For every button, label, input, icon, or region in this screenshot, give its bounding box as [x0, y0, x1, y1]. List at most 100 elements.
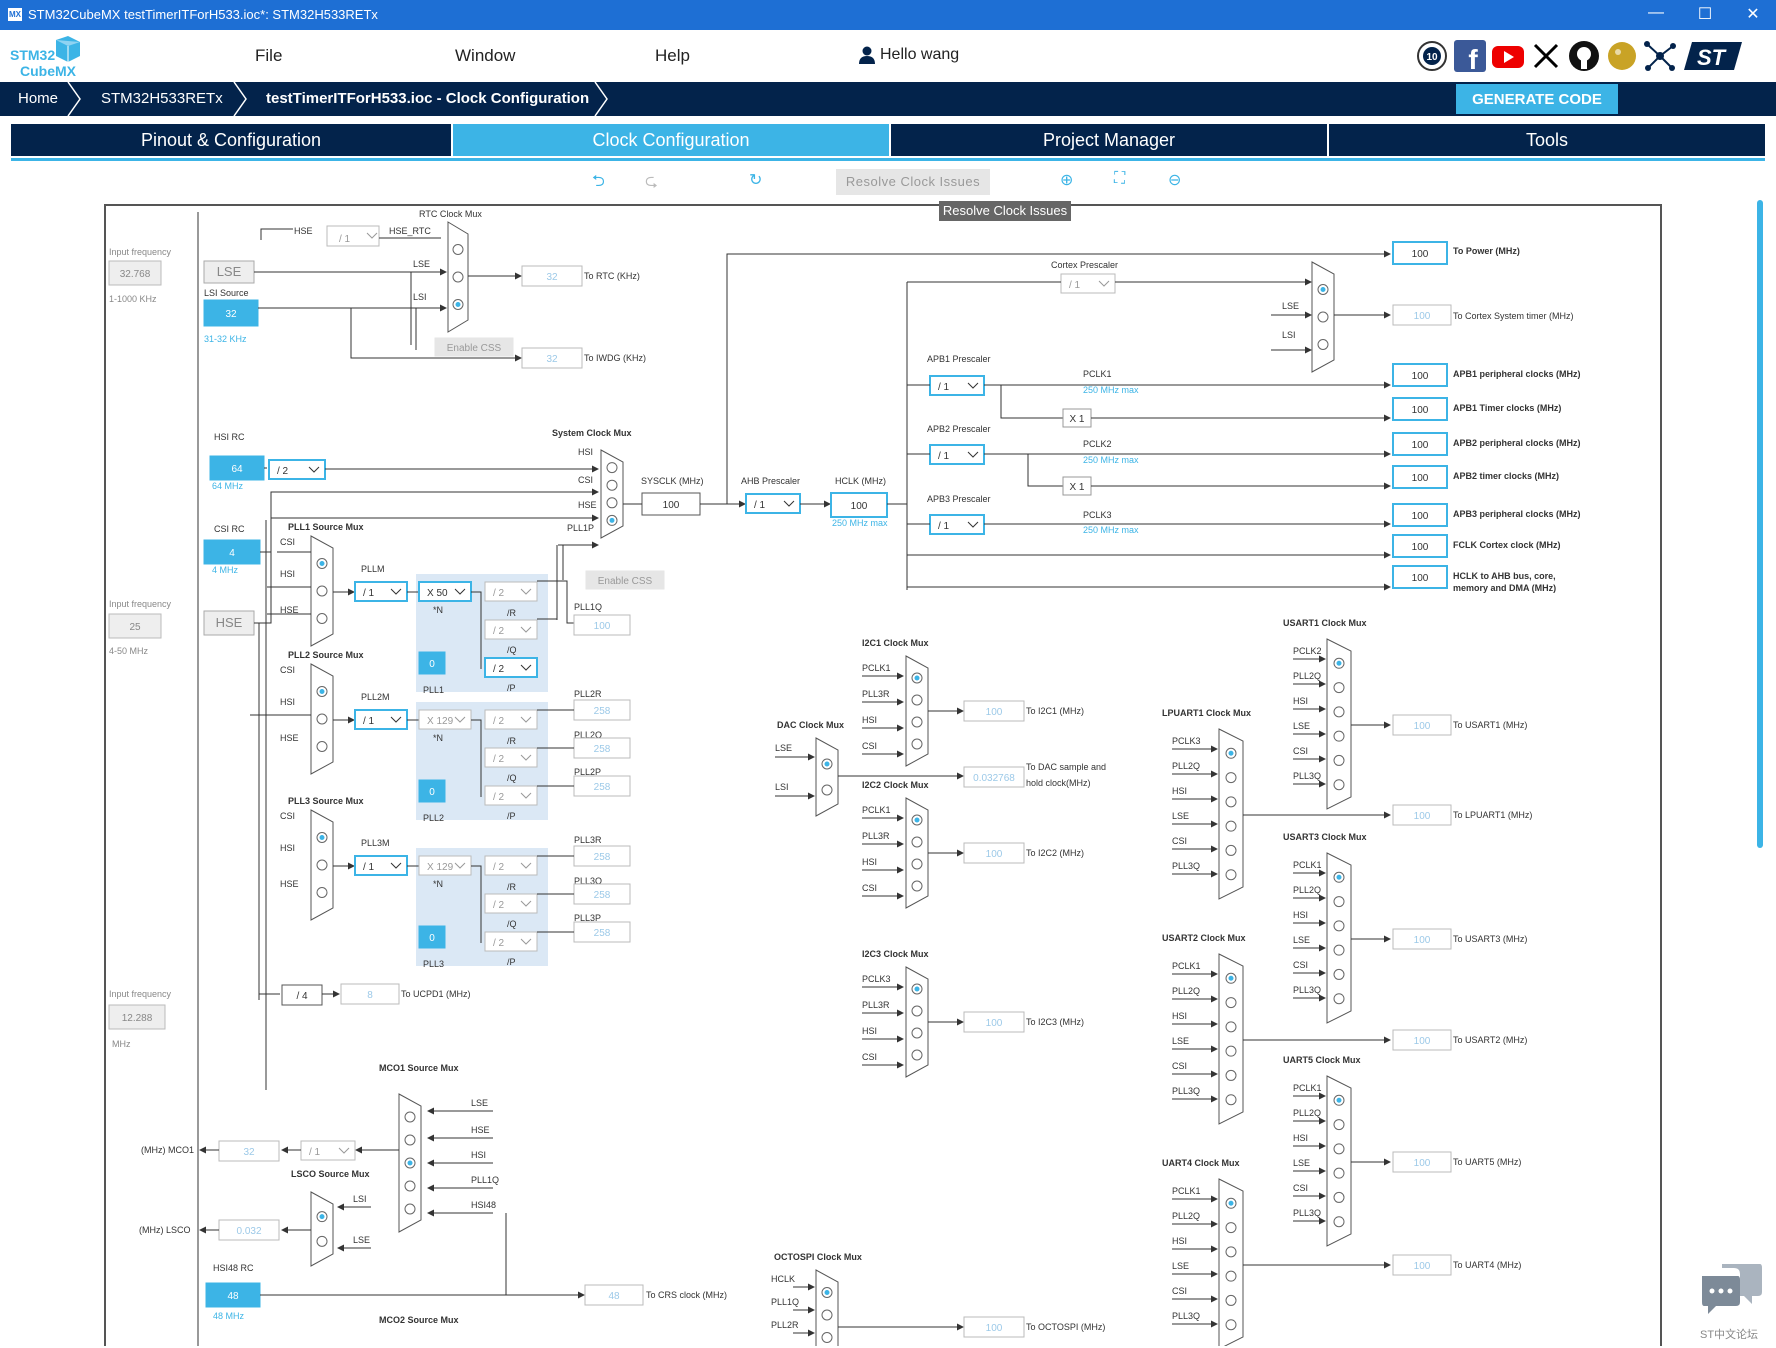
- octospi-clock-mux[interactable]: [815, 1269, 839, 1346]
- usart3-clock-mux-option[interactable]: [1333, 968, 1345, 980]
- lpuart1-clock-mux-option[interactable]: [1225, 869, 1237, 881]
- lse-input-frequency[interactable]: [108, 260, 162, 286]
- user-greeting[interactable]: Hello wang: [858, 46, 959, 64]
- usart2-clock-mux-option[interactable]: [1225, 1069, 1237, 1081]
- vertical-scrollbar[interactable]: [1757, 200, 1763, 848]
- pll3-q-divider[interactable]: [484, 893, 538, 914]
- dac-clock-mux[interactable]: [815, 737, 839, 817]
- octospi-clock-mux-option[interactable]: [821, 1309, 833, 1321]
- zoom-in-icon[interactable]: ⊕: [1060, 172, 1074, 189]
- uart5-clock-mux-option[interactable]: [1333, 1191, 1345, 1203]
- system-clock-mux-option[interactable]: [606, 462, 618, 474]
- mco1-output[interactable]: [218, 1140, 280, 1162]
- crs-output[interactable]: [584, 1284, 644, 1306]
- uart4-clock-mux-option[interactable]: [1225, 1222, 1237, 1234]
- pll2-source-mux-option[interactable]: [316, 741, 328, 752]
- system-clock-mux-option[interactable]: [606, 497, 618, 509]
- hse-oscillator[interactable]: [203, 610, 255, 636]
- x-icon[interactable]: [1530, 40, 1562, 72]
- mco1-source-mux-option[interactable]: [404, 1180, 416, 1192]
- tab-clock[interactable]: Clock Configuration: [453, 124, 889, 156]
- i2c1-clock-mux-option[interactable]: [911, 694, 923, 706]
- facebook-icon[interactable]: f: [1454, 40, 1486, 72]
- tab-tools[interactable]: Tools: [1329, 124, 1765, 156]
- st-logo-icon[interactable]: ST: [1684, 40, 1742, 72]
- octospi-output[interactable]: [963, 1316, 1025, 1338]
- rtc-enable-css-button[interactable]: [434, 337, 514, 357]
- github-icon[interactable]: [1568, 40, 1600, 72]
- maximize-button[interactable]: ☐: [1697, 6, 1713, 23]
- usart3-clock-mux-option[interactable]: [1333, 993, 1345, 1005]
- pll1-p-divider[interactable]: [484, 657, 538, 678]
- uart5-clock-mux-option[interactable]: [1333, 1143, 1345, 1155]
- usart1-clock-mux-option[interactable]: [1333, 754, 1345, 766]
- hclk-value[interactable]: [830, 492, 888, 518]
- i2c3-clock-mux[interactable]: [905, 966, 929, 1078]
- lpuart1-clock-mux-option[interactable]: [1225, 772, 1237, 784]
- uart4-clock-mux-option[interactable]: [1225, 1319, 1237, 1331]
- cortex-systick-mux-option[interactable]: [1317, 339, 1329, 350]
- usart3-clock-mux[interactable]: [1326, 852, 1352, 1024]
- dac-output[interactable]: [963, 766, 1025, 788]
- mco1-source-mux-option[interactable]: [404, 1134, 416, 1146]
- rtc-clock-mux-option[interactable]: [452, 271, 464, 283]
- close-button[interactable]: ✕: [1746, 6, 1760, 23]
- i2c3-clock-mux-output[interactable]: [963, 1011, 1025, 1033]
- pll1-source-mux-option[interactable]: [316, 585, 328, 597]
- usart1-clock-mux-output[interactable]: [1392, 714, 1452, 736]
- resolve-clock-issues-button[interactable]: Resolve Clock Issues: [836, 169, 990, 195]
- usart1-clock-mux-option[interactable]: [1333, 682, 1345, 694]
- rtc-clock-mux-option[interactable]: [452, 244, 464, 255]
- pll1-q-divider[interactable]: [484, 619, 538, 640]
- hse-input-frequency[interactable]: [108, 613, 162, 639]
- pll1-fractional[interactable]: [418, 651, 446, 675]
- i2c1-clock-mux-option[interactable]: [911, 716, 923, 728]
- lpuart1-clock-mux-option[interactable]: [1225, 844, 1237, 856]
- pll1-r-divider[interactable]: [484, 581, 538, 602]
- youtube-icon[interactable]: [1492, 40, 1524, 72]
- usart2-clock-mux-option[interactable]: [1225, 1094, 1237, 1106]
- i2c1-clock-mux-output[interactable]: [963, 700, 1025, 722]
- uart4-clock-mux-option[interactable]: [1225, 1294, 1237, 1306]
- pll1q-output[interactable]: [573, 614, 631, 636]
- pll3-fractional[interactable]: [418, 925, 446, 949]
- uart4-clock-mux[interactable]: [1218, 1178, 1244, 1346]
- pll2-p-divider[interactable]: [484, 785, 538, 806]
- power-output[interactable]: [1392, 241, 1448, 265]
- usart2-clock-mux[interactable]: [1218, 953, 1244, 1125]
- output-8[interactable]: [1392, 565, 1448, 589]
- pll3-p-divider[interactable]: [484, 931, 538, 952]
- breadcrumb-home[interactable]: Home: [18, 90, 59, 107]
- cortex-prescaler[interactable]: [1060, 273, 1116, 294]
- system-clock-mux[interactable]: [600, 449, 624, 539]
- lpuart1-clock-mux-option[interactable]: [1225, 796, 1237, 808]
- redo-icon[interactable]: ⮎: [645, 173, 658, 190]
- pll3-source-mux-option[interactable]: [316, 859, 328, 871]
- zoom-out-icon[interactable]: ⊖: [1168, 172, 1182, 189]
- uart4-clock-mux-option[interactable]: [1225, 1246, 1237, 1258]
- i2c2-clock-mux-option[interactable]: [911, 880, 923, 892]
- output-5[interactable]: [1392, 465, 1448, 489]
- pll2-fractional[interactable]: [418, 779, 446, 803]
- lpuart1-clock-mux-option[interactable]: [1225, 820, 1237, 832]
- i2c1-clock-mux[interactable]: [905, 655, 929, 767]
- uart5-clock-mux[interactable]: [1326, 1075, 1352, 1247]
- usart3-clock-mux-option[interactable]: [1333, 920, 1345, 932]
- usart1-clock-mux[interactable]: [1326, 638, 1352, 810]
- i2c1-clock-mux-option[interactable]: [911, 738, 923, 750]
- i2c3-clock-mux-option[interactable]: [911, 1005, 923, 1017]
- menu-file[interactable]: File: [255, 46, 283, 65]
- minimize-button[interactable]: —: [1648, 4, 1664, 21]
- usart2-clock-mux-output[interactable]: [1392, 1029, 1452, 1051]
- usart1-clock-mux-option[interactable]: [1333, 779, 1345, 791]
- community-icon[interactable]: [1606, 40, 1638, 72]
- pll3-r-divider[interactable]: [484, 855, 538, 876]
- i2c2-clock-mux-option[interactable]: [911, 858, 923, 870]
- menu-window[interactable]: Window: [455, 46, 516, 65]
- usart2-clock-mux-option[interactable]: [1225, 997, 1237, 1009]
- uart5-clock-mux-option[interactable]: [1333, 1167, 1345, 1179]
- generate-code-button[interactable]: GENERATE CODE: [1456, 84, 1618, 114]
- octospi-clock-mux-option[interactable]: [821, 1332, 833, 1343]
- breadcrumb-device[interactable]: STM32H533RETx: [101, 90, 223, 107]
- uart5-clock-mux-option[interactable]: [1333, 1216, 1345, 1228]
